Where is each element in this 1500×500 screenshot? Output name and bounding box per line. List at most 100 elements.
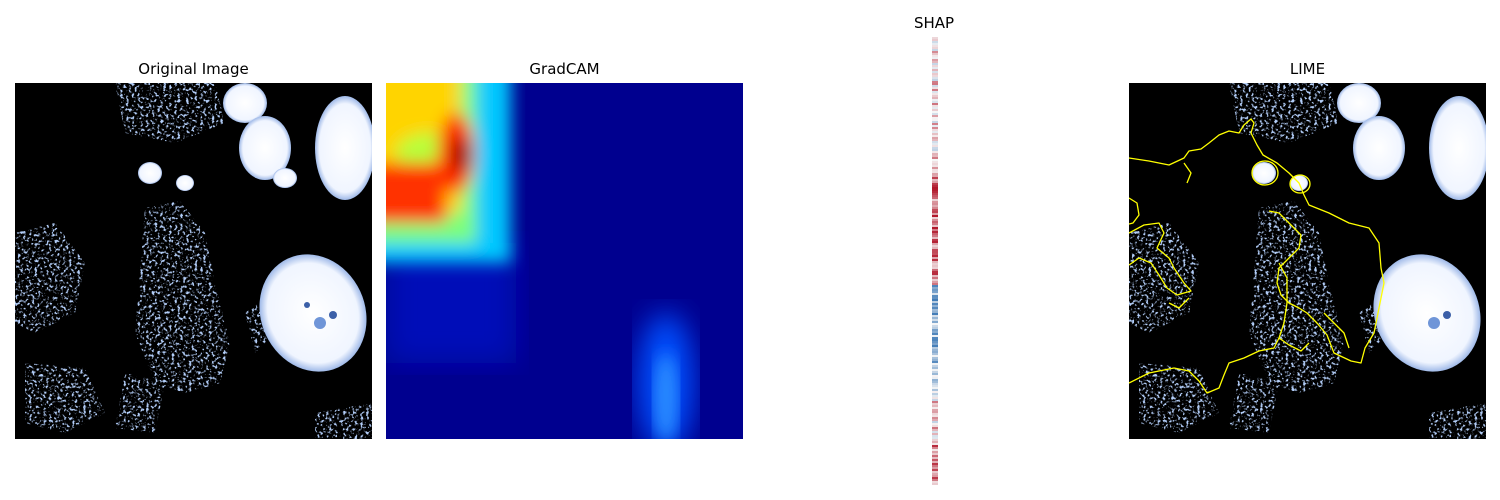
shap-row: [932, 273, 938, 275]
shap-row: [932, 459, 938, 461]
shap-row: [932, 41, 938, 43]
original-image: [15, 83, 372, 439]
shap-row: [932, 463, 938, 465]
shap-row: [932, 71, 938, 73]
shap-row: [932, 397, 938, 399]
shap-row: [932, 371, 938, 373]
shap-row: [932, 225, 938, 227]
shap-row: [932, 179, 938, 181]
shap-row: [932, 125, 938, 127]
shap-row: [932, 455, 938, 457]
shap-row: [932, 377, 938, 379]
shap-row: [932, 121, 938, 123]
shap-row: [932, 237, 938, 239]
shap-row: [932, 279, 938, 281]
shap-row: [932, 263, 938, 265]
shap-row: [932, 259, 938, 261]
shap-row: [932, 475, 938, 477]
shap-row: [932, 197, 938, 199]
shap-row: [932, 453, 938, 455]
shap-row: [932, 47, 938, 49]
shap-row: [932, 195, 938, 197]
shap-row: [932, 205, 938, 207]
shap-row: [932, 415, 938, 417]
shap-row: [932, 337, 938, 339]
shap-row: [932, 79, 938, 81]
shap-row: [932, 163, 938, 165]
shap-row: [932, 383, 938, 385]
shap-row: [932, 97, 938, 99]
shap-row: [932, 335, 938, 337]
shap-row: [932, 277, 938, 279]
shap-row: [932, 239, 938, 241]
shap-row: [932, 227, 938, 229]
shap-row: [932, 363, 938, 365]
shap-row: [932, 347, 938, 349]
shap-row: [932, 341, 938, 343]
shap-row: [932, 81, 938, 83]
shap-row: [932, 181, 938, 183]
shap-row: [932, 429, 938, 431]
shap-row: [932, 379, 938, 381]
shap-row: [932, 207, 938, 209]
shap-row: [932, 357, 938, 359]
shap-row: [932, 401, 938, 403]
shap-row: [932, 209, 938, 211]
shap-row: [932, 251, 938, 253]
shap-row: [932, 355, 938, 357]
shap-row: [932, 385, 938, 387]
shap-row: [932, 103, 938, 105]
shap-row: [932, 409, 938, 411]
shap-row: [932, 257, 938, 259]
shap-row: [932, 169, 938, 171]
shap-row: [932, 349, 938, 351]
shap-row: [932, 135, 938, 137]
shap-row: [932, 149, 938, 151]
shap-row: [932, 399, 938, 401]
shap-row: [932, 111, 938, 113]
shap-row: [932, 185, 938, 187]
shap-row: [932, 223, 938, 225]
shap-row: [932, 57, 938, 59]
lime-boundaries: [1129, 118, 1385, 394]
shap-row: [932, 123, 938, 125]
shap-row: [932, 83, 938, 85]
shap-strip-drawing: [932, 37, 938, 485]
shap-row: [932, 289, 938, 291]
shap-row: [932, 417, 938, 419]
shap-row: [932, 449, 938, 451]
shap-row: [932, 213, 938, 215]
shap-row: [932, 381, 938, 383]
shap-row: [932, 327, 938, 329]
shap-row: [932, 313, 938, 315]
shap-row: [932, 151, 938, 153]
shap-row: [932, 215, 938, 217]
shap-row: [932, 441, 938, 443]
original-image-drawing: [15, 83, 372, 439]
shap-row: [932, 127, 938, 129]
shap-row: [932, 359, 938, 361]
shap-title: SHAP: [913, 14, 955, 32]
shap-row: [932, 471, 938, 473]
shap-row: [932, 331, 938, 333]
shap-row: [932, 141, 938, 143]
shap-row: [932, 437, 938, 439]
shap-row: [932, 129, 938, 131]
shap-row: [932, 67, 938, 69]
shap-row: [932, 85, 938, 87]
shap-row: [932, 233, 938, 235]
shap-row: [932, 311, 938, 313]
shap-row: [932, 307, 938, 309]
shap-row: [932, 249, 938, 251]
shap-row: [932, 49, 938, 51]
shap-row: [932, 161, 938, 163]
shap-row: [932, 389, 938, 391]
shap-row: [932, 309, 938, 311]
gradcam-heatmap-drawing: [386, 83, 743, 439]
shap-row: [932, 467, 938, 469]
lime-explanation-drawing: [1129, 83, 1486, 439]
shap-row: [932, 113, 938, 115]
shap-row: [932, 339, 938, 341]
shap-row: [932, 301, 938, 303]
shap-row: [932, 133, 938, 135]
